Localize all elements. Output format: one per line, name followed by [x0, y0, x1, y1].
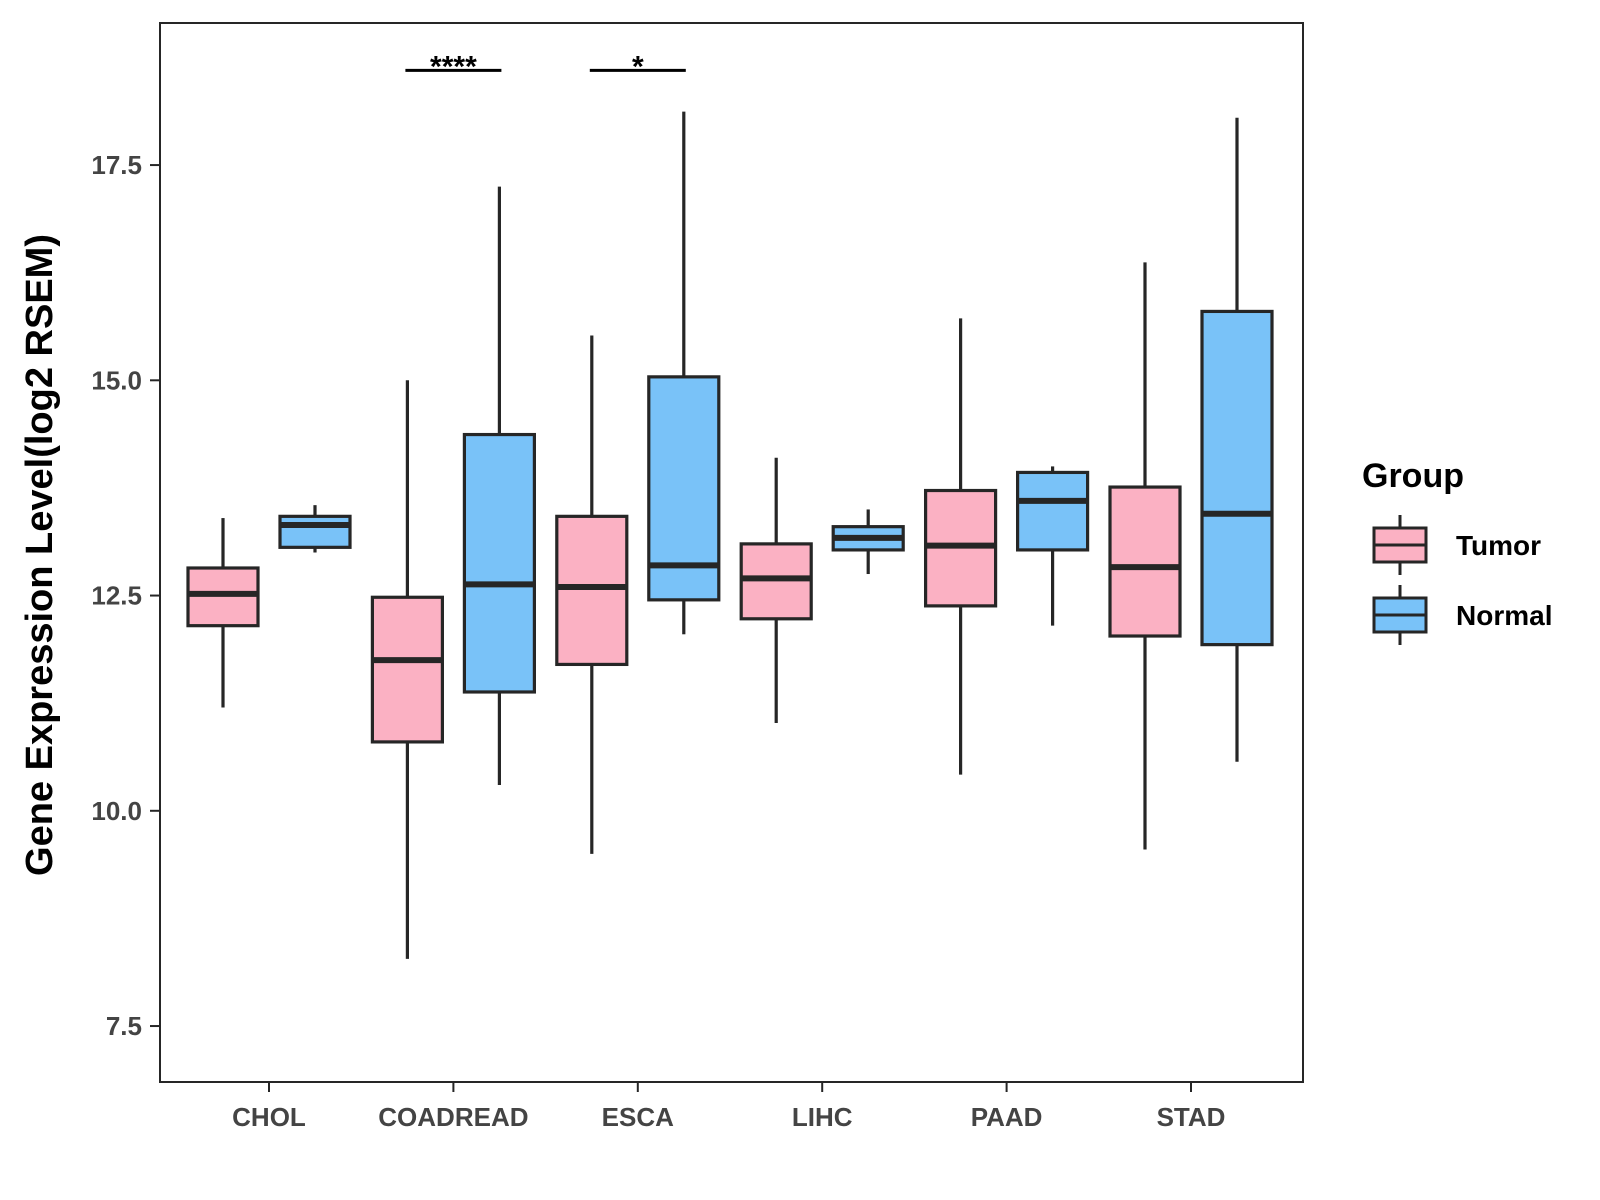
plot-border — [159, 22, 1304, 1083]
box-tumor-esca — [555, 335, 629, 854]
x-tick-label-lihc: LIHC — [792, 1102, 853, 1132]
legend-item-tumor: Tumor — [1372, 515, 1541, 575]
x-tick-label-paad: PAAD — [971, 1102, 1043, 1132]
y-tick-label: 10.0 — [91, 796, 142, 826]
box-iqr — [555, 514, 629, 667]
y-tick-label: 17.5 — [91, 150, 142, 180]
plot-area: **** * — [186, 50, 1274, 959]
y-tick-label: 15.0 — [91, 365, 142, 395]
x-tick-label-chol: CHOL — [232, 1102, 306, 1132]
box-iqr — [370, 595, 444, 744]
significance-label: **** — [430, 50, 477, 83]
legend-label: Normal — [1456, 600, 1552, 631]
box-iqr — [1200, 309, 1274, 647]
box-iqr — [462, 432, 536, 694]
y-tick-label: 12.5 — [91, 581, 142, 611]
x-tick-label-esca: ESCA — [602, 1102, 674, 1132]
box-normal-stad — [1200, 117, 1274, 762]
box-normal-chol — [278, 505, 352, 553]
x-tick-label-coadread: COADREAD — [378, 1102, 528, 1132]
box-normal-paad — [1015, 466, 1090, 626]
y-tick-label: 7.5 — [106, 1011, 142, 1041]
box-iqr — [186, 566, 260, 628]
legend-label: Tumor — [1456, 530, 1541, 561]
box-iqr — [1108, 485, 1182, 638]
box-normal-esca — [647, 111, 721, 635]
x-tick-label-stad: STAD — [1157, 1102, 1226, 1132]
box-tumor-stad — [1108, 262, 1182, 850]
box-tumor-coadread — [370, 380, 444, 959]
box-tumor-paad — [923, 318, 998, 775]
y-axis-title: Gene Expression Level(log2 RSEM) — [19, 234, 61, 876]
box-tumor-lihc — [739, 457, 813, 723]
box-iqr — [1015, 470, 1090, 552]
box-iqr — [739, 542, 813, 621]
box-tumor-chol — [186, 518, 260, 708]
axes: 7.5 10.0 12.5 15.0 17.5 CHOL COADREAD ESCA LIHC P… — [91, 22, 1304, 1132]
significance-label: * — [632, 50, 644, 83]
box-normal-lihc — [831, 509, 905, 575]
box-normal-coadread — [462, 186, 536, 785]
legend-item-normal: Normal — [1372, 585, 1552, 645]
legend-title: Group — [1362, 457, 1464, 495]
box-iqr — [278, 514, 352, 549]
legend: Group Tumor Normal — [1362, 457, 1552, 645]
